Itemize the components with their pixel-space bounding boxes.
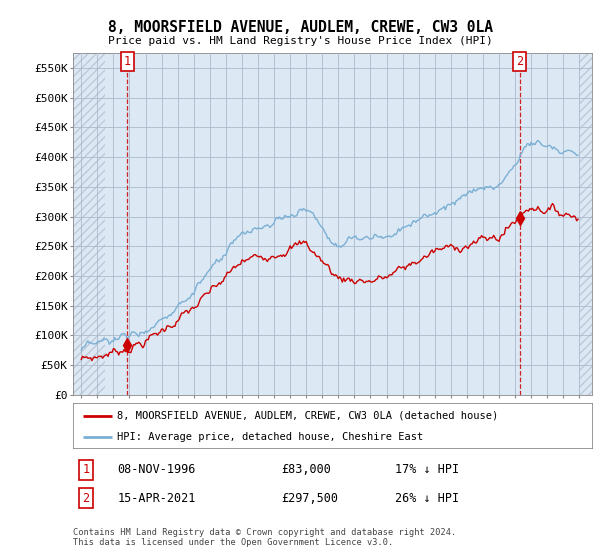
Text: HPI: Average price, detached house, Cheshire East: HPI: Average price, detached house, Ches… — [118, 432, 424, 442]
Text: 1: 1 — [124, 55, 131, 68]
Text: 8, MOORSFIELD AVENUE, AUDLEM, CREWE, CW3 0LA (detached house): 8, MOORSFIELD AVENUE, AUDLEM, CREWE, CW3… — [118, 410, 499, 421]
Text: 08-NOV-1996: 08-NOV-1996 — [118, 463, 196, 477]
Text: 17% ↓ HPI: 17% ↓ HPI — [395, 463, 459, 477]
Text: 15-APR-2021: 15-APR-2021 — [118, 492, 196, 505]
Text: Contains HM Land Registry data © Crown copyright and database right 2024.
This d: Contains HM Land Registry data © Crown c… — [73, 528, 457, 547]
Text: 26% ↓ HPI: 26% ↓ HPI — [395, 492, 459, 505]
Text: 1: 1 — [83, 463, 90, 477]
Text: Price paid vs. HM Land Registry's House Price Index (HPI): Price paid vs. HM Land Registry's House … — [107, 36, 493, 46]
Text: 8, MOORSFIELD AVENUE, AUDLEM, CREWE, CW3 0LA: 8, MOORSFIELD AVENUE, AUDLEM, CREWE, CW3… — [107, 20, 493, 35]
Text: £83,000: £83,000 — [281, 463, 331, 477]
Text: 2: 2 — [83, 492, 90, 505]
Bar — [580, 53, 592, 395]
Text: 2: 2 — [516, 55, 523, 68]
Text: £297,500: £297,500 — [281, 492, 338, 505]
Bar — [73, 53, 106, 395]
